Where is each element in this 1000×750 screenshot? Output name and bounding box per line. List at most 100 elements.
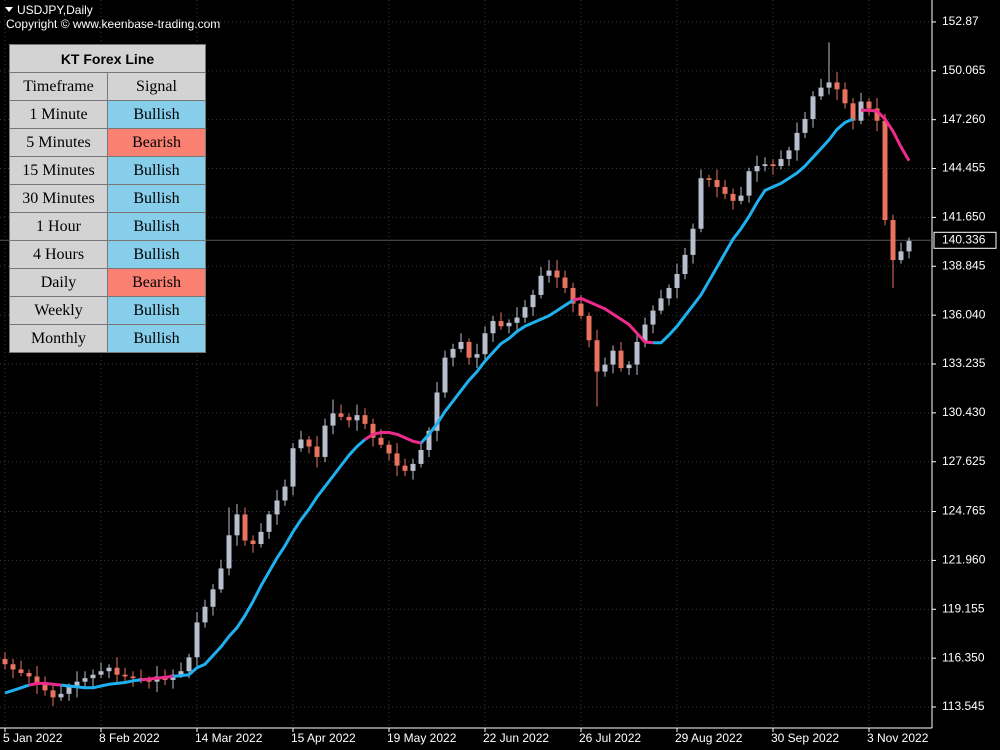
candle-body	[890, 220, 896, 261]
candle-body	[802, 118, 808, 133]
candle-body	[322, 425, 328, 457]
candle-body	[234, 514, 240, 536]
candle-body	[178, 671, 184, 675]
y-tick-label: 130.430	[942, 405, 986, 419]
timeframe-cell: 1 Minute	[9, 100, 108, 129]
candle-body	[338, 413, 344, 417]
candle-body	[10, 664, 16, 670]
symbol-menu-arrow[interactable]	[5, 7, 13, 12]
trend-line	[28, 108, 911, 687]
y-tick-label: 119.155	[942, 601, 985, 615]
y-tick-label: 144.455	[942, 161, 986, 175]
candle-body	[450, 348, 456, 358]
candle-body	[218, 568, 224, 590]
candle-body	[386, 444, 392, 454]
y-tick-label: 133.235	[942, 356, 986, 370]
candle-body	[642, 324, 648, 342]
candle-body	[738, 195, 744, 201]
candle-body	[578, 303, 584, 316]
candle-body	[354, 415, 360, 421]
candle-body	[370, 423, 376, 438]
timeframe-cell: 4 Hours	[9, 240, 108, 269]
candle-body	[714, 179, 720, 187]
x-tick-label: 26 Jul 2022	[579, 731, 641, 745]
candle-body	[650, 310, 656, 325]
y-tick-label: 127.625	[942, 454, 986, 468]
signal-cell: Bullish	[107, 240, 206, 269]
timeframe-cell: 15 Minutes	[9, 156, 108, 185]
candle-body	[474, 354, 480, 358]
candle-body	[866, 101, 872, 109]
candle-body	[298, 439, 304, 449]
x-tick-label: 22 Jun 2022	[483, 731, 549, 745]
candle-body	[554, 270, 560, 278]
current-price-label: 140.336	[942, 232, 986, 246]
timeframe-cell: Weekly	[9, 296, 108, 325]
candle-body	[746, 171, 752, 196]
candle-body	[418, 449, 424, 464]
candle-body	[850, 103, 856, 121]
candle-body	[618, 350, 624, 369]
candle-body	[562, 277, 568, 288]
candle-body	[730, 193, 736, 201]
candle-body	[794, 132, 800, 151]
x-tick-label: 29 Aug 2022	[675, 731, 743, 745]
candle-body	[778, 159, 784, 167]
candle-body	[786, 150, 792, 160]
candle-body	[546, 270, 552, 276]
indicator-table: KT Forex Line Timeframe Signal 1 Minute Bu…	[9, 44, 206, 353]
current-price-box	[933, 231, 997, 249]
candle-body	[250, 540, 256, 545]
candle-body	[226, 535, 232, 569]
candle-body	[378, 437, 384, 445]
x-tick-label: 5 Jan 2022	[3, 731, 63, 745]
y-tick-label: 136.040	[942, 307, 986, 321]
candle-body	[362, 415, 368, 424]
x-tick-label: 14 Mar 2022	[195, 731, 263, 745]
timeframe-cell: Monthly	[9, 324, 108, 353]
signal-cell: Bearish	[107, 128, 206, 157]
candle-body	[594, 340, 600, 372]
candle-body	[2, 659, 8, 665]
x-tick-label: 30 Sep 2022	[771, 731, 839, 745]
candle-body	[466, 341, 472, 358]
candle-body	[818, 87, 824, 97]
candle-body	[754, 166, 760, 172]
candle-body	[50, 690, 56, 698]
candle-body	[66, 686, 72, 694]
candle-body	[626, 364, 632, 369]
candle-body	[442, 357, 448, 393]
y-tick-label: 124.765	[942, 504, 986, 518]
candle-body	[266, 514, 272, 532]
timeframe-cell: 30 Minutes	[9, 184, 108, 213]
signal-cell: Bullish	[107, 100, 206, 129]
signal-cell: Bullish	[107, 184, 206, 213]
x-tick-label: 15 Apr 2022	[291, 731, 356, 745]
candle-body	[42, 683, 48, 691]
signal-cell: Bullish	[107, 324, 206, 353]
signal-cell: Bearish	[107, 268, 206, 297]
candle-body	[522, 307, 528, 318]
candle-body	[570, 287, 576, 304]
table-header: Timeframe	[9, 72, 108, 101]
candle-body	[26, 672, 32, 677]
grid	[0, 0, 932, 728]
y-tick-label: 152.87	[942, 14, 979, 28]
signal-cell: Bullish	[107, 156, 206, 185]
candle-body	[706, 178, 712, 180]
candle-body	[186, 657, 192, 672]
candle-body	[602, 364, 608, 372]
candle-body	[306, 439, 312, 447]
y-tick-label: 116.350	[942, 650, 985, 664]
candle-body	[834, 82, 840, 90]
candle-body	[202, 606, 208, 623]
candle-body	[810, 96, 816, 119]
timeframe-cell: 5 Minutes	[9, 128, 108, 157]
candle-body	[682, 254, 688, 275]
chart-subtitle: Copyright © www.keenbase-trading.com	[6, 17, 220, 31]
candle-body	[330, 413, 336, 426]
candle-body	[346, 416, 352, 421]
candle-body	[90, 674, 96, 679]
candle-body	[674, 274, 680, 288]
